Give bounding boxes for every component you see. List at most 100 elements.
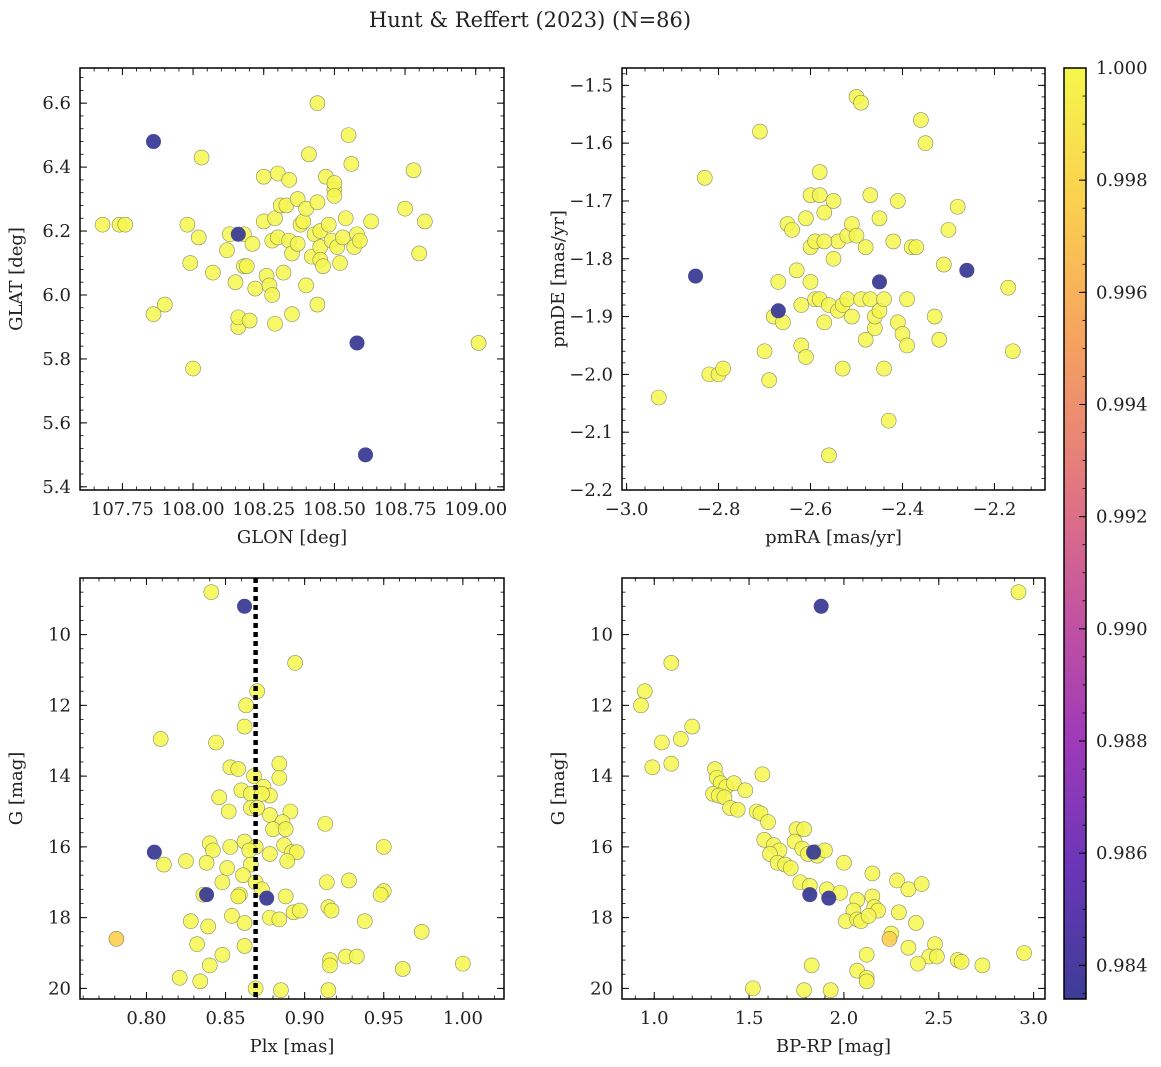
data-point	[227, 274, 244, 290]
y-tick-label: 20	[48, 978, 71, 999]
y-tick-label: 18	[590, 908, 613, 929]
data-point	[289, 236, 306, 252]
y-tick-label: 14	[590, 766, 613, 787]
data-point	[271, 755, 288, 772]
colorbar-tick-label: 1.000	[1096, 58, 1148, 79]
data-point	[190, 229, 207, 246]
data-point	[198, 854, 215, 871]
data-point	[343, 156, 360, 172]
data-point	[219, 860, 235, 876]
data-point	[871, 210, 888, 227]
y-tick-label: −2.2	[569, 480, 613, 501]
data-point	[363, 213, 379, 230]
data-point	[332, 255, 348, 271]
data-point-low	[146, 844, 162, 860]
points	[650, 89, 1021, 464]
y-tick-label: 6.0	[42, 285, 71, 306]
data-point	[1016, 945, 1032, 961]
data-point	[663, 755, 680, 772]
y-tick-label: −1.5	[569, 75, 613, 96]
y-tick-label: 5.6	[42, 413, 71, 434]
data-point	[729, 801, 746, 818]
data-point	[737, 782, 754, 799]
data-point	[152, 731, 169, 747]
data-point	[864, 865, 881, 882]
data-point	[756, 343, 773, 360]
data-point	[254, 786, 270, 802]
x-tick-label: 108.75	[374, 499, 437, 520]
data-point	[899, 291, 915, 308]
data-point	[411, 245, 428, 262]
data-point	[301, 146, 317, 163]
data-point	[320, 216, 337, 233]
data-point	[277, 888, 294, 905]
data-point	[340, 127, 357, 143]
data-point	[145, 306, 162, 322]
data-point	[949, 198, 966, 215]
data-point	[298, 277, 314, 294]
y-tick-label: 20	[590, 978, 613, 999]
data-point	[1010, 584, 1027, 600]
data-point	[349, 948, 365, 965]
data-point-low	[806, 844, 822, 860]
data-point	[219, 242, 235, 259]
y-tick-label: 5.8	[42, 349, 71, 370]
data-point	[770, 274, 787, 290]
x-tick-label: 1.5	[735, 1008, 764, 1029]
y-tick-label: −1.9	[569, 307, 613, 328]
data-point	[853, 94, 869, 111]
data-point	[784, 222, 800, 238]
data-point	[319, 874, 335, 891]
data-point	[375, 839, 392, 855]
data-point	[816, 233, 833, 250]
data-point	[858, 973, 875, 990]
data-point	[926, 308, 943, 325]
data-point	[1000, 279, 1017, 296]
colorbar-frame	[1063, 67, 1087, 1000]
panel-cmd: 1.0 1.5 2.0 2.5 3.0 10 12 14 16 18 20 BP-RP [mag] G …	[548, 577, 1048, 1057]
data-point	[802, 274, 819, 290]
points	[94, 95, 487, 463]
data-point	[900, 881, 917, 898]
panel-plx: 0.80 0.85 0.90 0.95 1.00 10 12 14 16 18 20 Plx [mas…	[6, 577, 505, 1057]
data-point	[235, 867, 251, 883]
y-tick-label: 12	[590, 695, 613, 716]
data-point-low	[821, 890, 837, 906]
data-point	[889, 872, 905, 889]
data-point	[397, 200, 413, 217]
data-point	[816, 204, 833, 221]
points	[633, 584, 1032, 998]
plot-frame	[621, 67, 1046, 491]
colorbar-tick-label: 0.990	[1096, 619, 1148, 640]
data-point	[455, 955, 471, 972]
data-point	[203, 584, 220, 600]
data-point	[857, 331, 874, 348]
x-axis-label: BP-RP [mag]	[776, 1036, 891, 1057]
colorbar-tick-label: 0.998	[1096, 170, 1148, 191]
data-point	[940, 222, 957, 238]
data-point	[372, 886, 389, 903]
data-point	[337, 210, 354, 227]
data-point	[193, 149, 210, 166]
data-point	[684, 718, 700, 735]
y-axis-label: G [mag]	[6, 752, 27, 825]
plot-frame	[79, 67, 505, 491]
x-tick-label: 3.0	[1019, 1008, 1048, 1029]
x-tick-label: −3.0	[605, 499, 649, 520]
data-point	[834, 360, 851, 377]
data-point	[200, 918, 216, 935]
data-point	[394, 961, 411, 977]
x-tick-label: −2.8	[697, 499, 741, 520]
data-point	[220, 803, 237, 820]
data-point-low	[199, 887, 215, 903]
data-point	[309, 95, 326, 111]
colorbar-gradient	[1064, 68, 1086, 999]
data-point	[264, 287, 281, 303]
data-point-low	[813, 598, 829, 614]
y-tick-label: 16	[48, 837, 71, 858]
data-point	[236, 938, 253, 954]
data-point	[822, 982, 839, 998]
colorbar: 0.984 0.986 0.988 0.990 0.992 0.994 0.996 0.998…	[1063, 58, 1148, 1000]
data-point	[326, 188, 343, 204]
y-tick-label: 10	[590, 625, 613, 646]
